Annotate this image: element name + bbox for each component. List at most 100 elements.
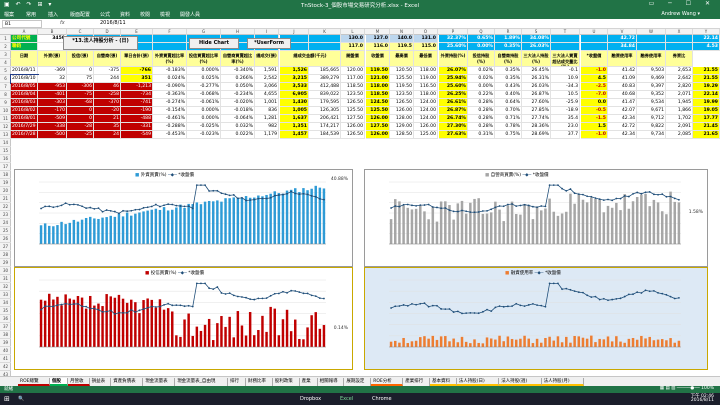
table-cell[interactable]: 22.14 <box>693 91 720 99</box>
table-cell[interactable]: 126.00 <box>366 115 390 123</box>
table-cell[interactable]: 2,542 <box>255 75 279 83</box>
row-header[interactable]: 4 <box>0 59 11 67</box>
table-cell[interactable]: -509 <box>38 115 67 123</box>
table-cell[interactable]: 0.02% <box>468 67 495 75</box>
table-cell[interactable]: 126.50 <box>390 99 414 107</box>
row-header[interactable]: 18 <box>0 171 11 179</box>
summary-low-value[interactable]: 117.0 <box>341 43 365 51</box>
quick-access-toolbar[interactable]: ▣ ↶ ↷ ⊞ ▾ <box>4 1 54 8</box>
table-cell[interactable]: 125.50 <box>341 107 365 115</box>
table-cell[interactable]: -0.061% <box>187 99 221 107</box>
table-cell[interactable]: 9,503 <box>637 67 666 75</box>
table-cell[interactable]: 0.000% <box>187 115 221 123</box>
table-cell[interactable]: 125.50 <box>390 75 414 83</box>
column-title[interactable]: 最低價 <box>414 51 438 67</box>
summary-low-value[interactable]: 26.03% <box>522 43 551 51</box>
row-header[interactable]: 36 <box>0 315 11 323</box>
column-title[interactable]: 三大法人買賣超佔成交量比(%) <box>551 51 580 67</box>
table-cell[interactable]: 0.02% <box>468 75 495 83</box>
column-title[interactable]: 開盤價 <box>341 51 365 67</box>
table-cell[interactable]: 2,653 <box>666 67 693 75</box>
table-cell[interactable]: 2016/7/29 <box>11 123 38 131</box>
row-header[interactable]: 31 <box>0 275 11 283</box>
table-cell[interactable]: 2,820 <box>666 83 693 91</box>
column-header[interactable]: R <box>495 29 522 35</box>
margin-usage-chart[interactable]: ■ 融資使用率 ─◆─ *收盤價 <box>364 267 708 370</box>
table-cell[interactable]: 21.55 <box>693 75 720 83</box>
table-cell[interactable]: 9,671 <box>637 107 666 115</box>
cell[interactable] <box>581 35 608 43</box>
table-cell[interactable]: 127.50 <box>366 123 390 131</box>
summary-high-value[interactable]: 0.65% <box>468 35 495 43</box>
table-cell[interactable]: 1,001 <box>255 99 279 107</box>
table-cell[interactable]: -500 <box>38 131 67 139</box>
row-header[interactable]: 30 <box>0 267 11 275</box>
row-header[interactable]: 22 <box>0 203 11 211</box>
table-cell[interactable]: 40.68 <box>608 91 637 99</box>
analysis-dropdown[interactable]: *13.法人持股分析 - (日) <box>63 36 138 50</box>
table-cell[interactable]: 27.60% <box>522 99 551 107</box>
dealer-chart[interactable]: ■ 自營商買賣(%) ─◆─ *收盤價 1.58% <box>364 169 708 267</box>
table-cell[interactable]: -953 <box>38 83 67 91</box>
column-title[interactable]: *收盤價 <box>581 51 608 67</box>
table-cell[interactable]: 0.28% <box>468 115 495 123</box>
table-cell[interactable]: 185,665 <box>309 67 341 75</box>
sheet-tab[interactable]: 基本資料 <box>430 378 457 386</box>
ribbon-tab-developer[interactable]: 開發人員 <box>180 12 201 18</box>
cell[interactable] <box>153 43 187 51</box>
row-header[interactable]: 2 <box>0 43 11 51</box>
table-cell[interactable]: 10.5 <box>551 91 580 99</box>
search-icon[interactable]: 🔍 <box>18 396 25 402</box>
table-cell[interactable]: 0.050% <box>221 83 255 91</box>
column-header[interactable]: K <box>309 29 341 35</box>
table-cell[interactable]: 32 <box>38 75 67 83</box>
column-header[interactable]: P <box>439 29 468 35</box>
table-cell[interactable]: -0.018% <box>221 107 255 115</box>
table-cell[interactable]: -1.0 <box>581 131 608 139</box>
table-cell[interactable]: 0.75% <box>495 131 522 139</box>
table-cell[interactable]: 206,421 <box>309 115 341 123</box>
summary-high-value[interactable]: 127.0 <box>366 35 390 43</box>
table-cell[interactable]: 836 <box>255 107 279 115</box>
table-cell[interactable]: 1.5 <box>581 123 608 131</box>
cell[interactable] <box>280 43 309 51</box>
table-cell[interactable]: 118.00 <box>414 91 438 99</box>
table-cell[interactable]: -0.183% <box>153 67 187 75</box>
cell[interactable] <box>309 43 341 51</box>
table-cell[interactable]: -306 <box>67 83 94 91</box>
cell[interactable] <box>309 35 341 43</box>
table-cell[interactable]: -369 <box>38 67 67 75</box>
table-cell[interactable]: 184,539 <box>309 131 341 139</box>
column-header[interactable]: Q <box>468 29 495 35</box>
table-cell[interactable]: -1,213 <box>121 83 153 91</box>
column-header[interactable]: I <box>255 29 279 35</box>
column-title[interactable]: 總成交金額(千元) <box>280 51 341 67</box>
table-cell[interactable]: 2016/7/28 <box>11 131 38 139</box>
column-header[interactable]: M <box>366 29 390 35</box>
column-header[interactable]: A <box>11 29 38 35</box>
foreign-investor-chart[interactable]: ■ 外資買賣(%) ─◆─ *收盤價 40.88% <box>14 169 353 267</box>
row-header[interactable]: 12 <box>0 123 11 131</box>
table-cell[interactable]: 21.65 <box>693 131 720 139</box>
row-header[interactable]: 19 <box>0 179 11 187</box>
table-cell[interactable]: -0.5 <box>581 107 608 115</box>
table-cell[interactable]: 129.00 <box>390 123 414 131</box>
table-cell[interactable]: 9,534 <box>637 99 666 107</box>
cell[interactable] <box>280 35 309 43</box>
column-title[interactable]: 外資買賣超比率(%) <box>153 51 187 67</box>
table-cell[interactable]: 126.50 <box>341 99 365 107</box>
column-title[interactable]: 總成交(張) <box>255 51 279 67</box>
taskbar-dropbox[interactable]: Dropbox <box>300 396 322 402</box>
company-code-label[interactable]: 公司代號 <box>11 35 38 43</box>
table-cell[interactable]: 126.50 <box>341 131 365 139</box>
table-cell[interactable]: 23.0 <box>551 123 580 131</box>
table-cell[interactable]: 118.00 <box>366 83 390 91</box>
column-header[interactable]: G <box>187 29 221 35</box>
table-cell[interactable]: 0.35% <box>495 75 522 83</box>
column-header[interactable]: S <box>522 29 551 35</box>
cell[interactable] <box>637 35 666 43</box>
sheet-tab[interactable]: 相關報導 <box>318 378 345 386</box>
sheet-tab[interactable]: 股利政策 <box>273 378 300 386</box>
cell[interactable] <box>637 43 666 51</box>
column-title[interactable]: 收盤價 <box>366 51 390 67</box>
